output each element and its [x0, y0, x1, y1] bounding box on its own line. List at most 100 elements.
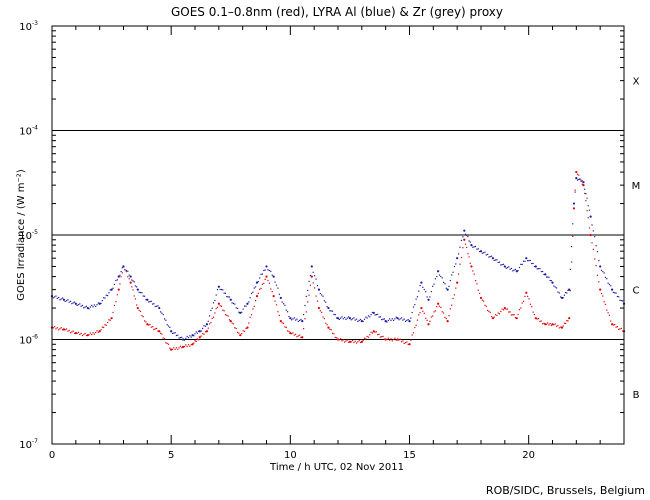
- series-0-sample: [187, 344, 190, 346]
- series-0-sample: [109, 319, 111, 321]
- series-0-sample: [531, 306, 533, 308]
- series-1-sample: [554, 286, 556, 288]
- series-1-point: [568, 288, 571, 291]
- series-0-sample: [333, 333, 335, 335]
- series-0-sample: [165, 342, 167, 344]
- series-0-sample: [390, 338, 392, 340]
- series-0-sample: [445, 318, 447, 320]
- series-0-sample: [329, 328, 331, 330]
- series-0-sample: [195, 340, 197, 343]
- series-0-sample: [522, 300, 525, 302]
- series-0-sample: [418, 314, 420, 316]
- series-0-sample: [173, 347, 175, 349]
- series-1-sample: [366, 317, 368, 319]
- series-1-sample: [448, 285, 450, 288]
- series-1-sample: [542, 270, 544, 273]
- series-1-sample: [212, 302, 215, 304]
- series-0-sample: [287, 330, 289, 332]
- series-0-sample: [419, 312, 421, 314]
- series-1-sample: [154, 305, 156, 308]
- series-1-sample: [572, 223, 574, 225]
- series-1-sample: [444, 283, 446, 285]
- series-0-sample: [277, 311, 279, 313]
- series-1-sample: [344, 316, 346, 319]
- series-1-sample: [120, 270, 122, 273]
- series-1-sample: [104, 297, 106, 299]
- series-1-sample: [296, 318, 298, 320]
- series-0-sample: [451, 304, 453, 306]
- series-0-sample: [167, 343, 170, 345]
- series-0-sample: [215, 307, 217, 310]
- series-0-sample: [91, 333, 93, 336]
- series-1-sample: [489, 256, 491, 258]
- series-1-sample: [165, 319, 167, 321]
- series-1-sample: [390, 319, 392, 322]
- chart-title: GOES 0.1–0.8nm (red), LYRA Al (blue) & Z…: [171, 5, 503, 19]
- series-1-sample: [346, 317, 348, 319]
- series-0-sample: [400, 341, 403, 343]
- series-0-point: [158, 330, 161, 333]
- series-0-sample: [496, 314, 498, 317]
- series-0-point: [582, 184, 585, 187]
- series-1-sample: [509, 268, 511, 270]
- series-1-sample: [608, 283, 611, 286]
- series-1-sample: [586, 197, 588, 199]
- series-0-sample: [512, 314, 514, 316]
- series-1-point: [181, 338, 185, 341]
- y-tick-exponent-3: -4: [32, 125, 38, 132]
- series-0-point: [360, 340, 363, 343]
- series-1-sample: [308, 280, 310, 283]
- series-0-sample: [307, 301, 309, 303]
- series-1-sample: [148, 301, 150, 303]
- series-0-sample: [366, 335, 368, 338]
- series-0-sample: [602, 295, 604, 297]
- series-1-sample: [460, 239, 463, 242]
- series-0-sample: [282, 322, 285, 324]
- series-0-sample: [510, 314, 513, 316]
- series-0-sample: [95, 331, 97, 334]
- series-0-sample: [89, 332, 91, 334]
- series-0-sample: [133, 295, 135, 297]
- series-1-sample: [200, 330, 202, 332]
- series-0-sample: [234, 327, 236, 329]
- series-1-sample: [243, 305, 246, 307]
- series-1-sample: [487, 253, 489, 256]
- series-1-sample: [150, 300, 152, 302]
- series-0-sample: [580, 179, 582, 181]
- credit-text: ROB/SIDC, Brussels, Belgium: [486, 484, 645, 497]
- series-0-sample: [572, 235, 574, 238]
- series-1-sample: [195, 331, 197, 333]
- series-1-sample: [426, 296, 428, 298]
- series-1-sample: [196, 332, 198, 334]
- x-axis-ticks: 0 5 10 15 20: [49, 26, 625, 461]
- series-0-point: [279, 319, 282, 323]
- series-1-sample: [389, 318, 391, 320]
- series-0-sample: [243, 330, 246, 332]
- series-0-sample: [563, 322, 566, 324]
- series-0-sample: [342, 339, 344, 341]
- series-1-sample: [177, 334, 179, 336]
- series-1-sample: [242, 308, 244, 310]
- series-1-sample: [359, 318, 362, 321]
- series-0-sample: [622, 330, 624, 332]
- series-0-sample: [371, 332, 374, 334]
- series-1-sample: [594, 236, 596, 238]
- series-1-sample: [285, 309, 287, 311]
- series-1-sample: [228, 296, 231, 298]
- series-1-sample: [358, 319, 360, 322]
- series-0-sample: [250, 314, 253, 316]
- series-0-sample: [429, 320, 431, 322]
- series-1-sample: [369, 316, 371, 318]
- series-0-sample: [553, 324, 555, 326]
- series-1-point: [479, 250, 483, 253]
- series-1-sample: [502, 263, 505, 265]
- series-1-point: [117, 275, 120, 278]
- series-0-sample: [309, 284, 312, 286]
- series-1-sample: [203, 325, 205, 327]
- series-0-sample: [537, 318, 540, 320]
- series-0-sample: [134, 298, 137, 300]
- series-0-point: [265, 275, 268, 278]
- series-1-sample: [183, 339, 186, 341]
- series-1-sample: [159, 311, 162, 313]
- series-1-sample: [445, 287, 447, 289]
